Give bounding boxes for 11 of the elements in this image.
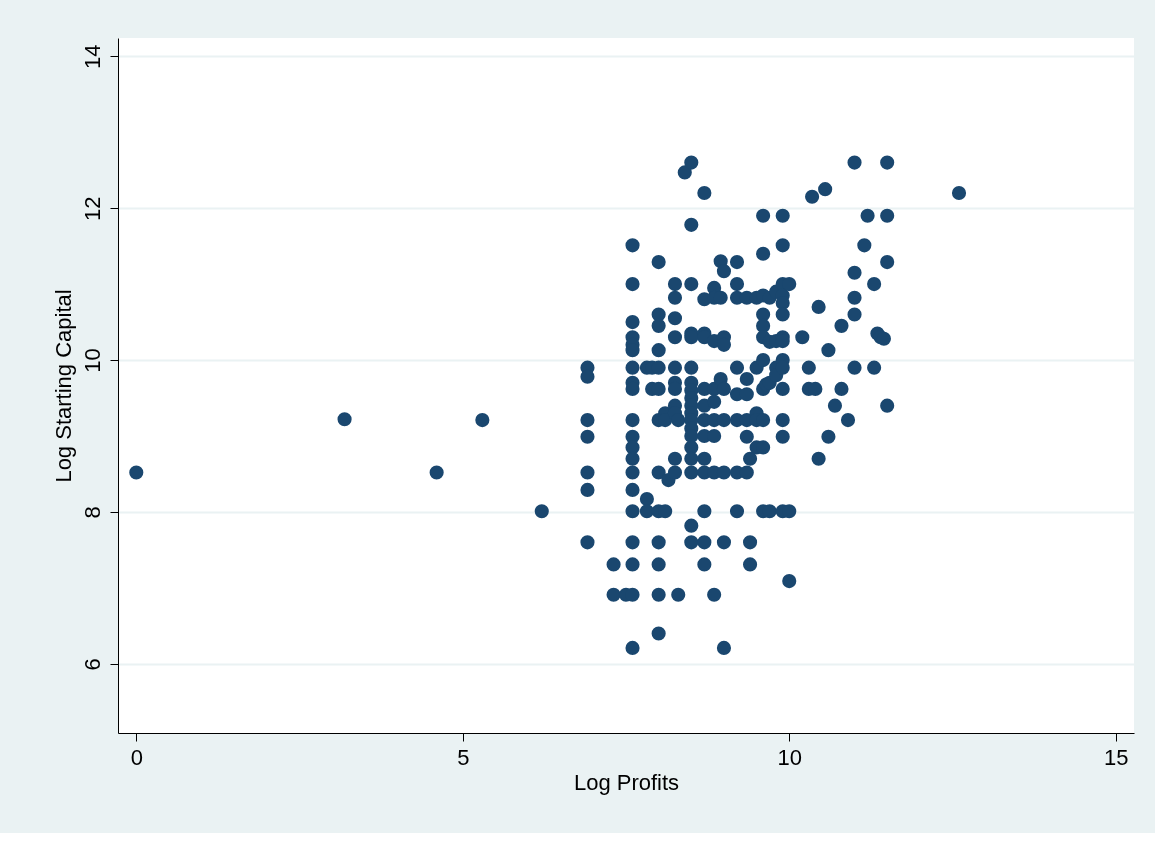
x-tick-label: 0 [130, 744, 143, 770]
x-tick-label: 15 [1103, 744, 1129, 770]
y-tick-label: 10 [79, 348, 105, 373]
y-tick-label: 8 [79, 506, 105, 519]
y-tick-label: 12 [79, 196, 105, 221]
y-tick-label: 14 [79, 44, 105, 69]
x-tick-label: 5 [457, 744, 470, 770]
x-axis-title: Log Profits [573, 769, 680, 795]
y-tick-label: 6 [79, 658, 105, 671]
x-tick-label: 10 [777, 744, 802, 770]
y-axis-title: Log Starting Capital [50, 289, 76, 483]
